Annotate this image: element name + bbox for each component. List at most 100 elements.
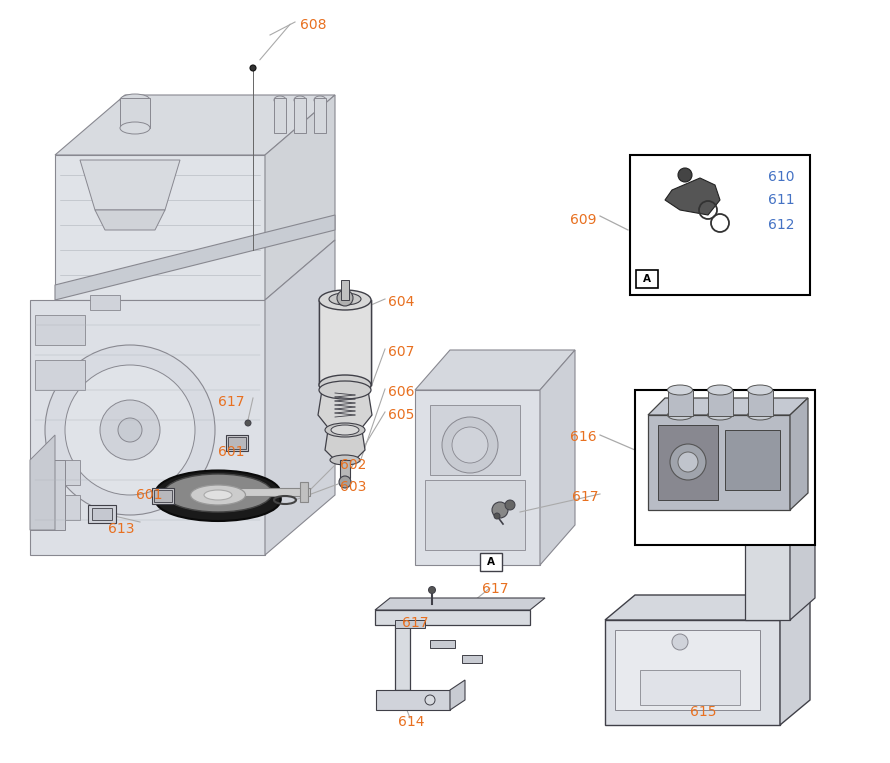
Circle shape bbox=[245, 420, 251, 426]
Polygon shape bbox=[450, 680, 465, 710]
Polygon shape bbox=[648, 398, 808, 415]
Bar bbox=[658, 425, 718, 500]
Text: 617: 617 bbox=[402, 616, 428, 630]
Bar bbox=[300, 482, 308, 502]
Circle shape bbox=[492, 502, 508, 518]
Ellipse shape bbox=[325, 423, 365, 437]
Ellipse shape bbox=[204, 490, 232, 500]
Polygon shape bbox=[265, 240, 335, 555]
Ellipse shape bbox=[748, 385, 773, 395]
Text: A: A bbox=[487, 557, 495, 567]
Text: 611: 611 bbox=[768, 193, 795, 207]
Ellipse shape bbox=[708, 410, 732, 420]
Polygon shape bbox=[155, 493, 281, 521]
Circle shape bbox=[100, 400, 160, 460]
Bar bbox=[35, 315, 85, 345]
Bar bbox=[120, 98, 150, 128]
Text: 610: 610 bbox=[768, 170, 795, 184]
Text: 608: 608 bbox=[300, 18, 327, 32]
Bar bbox=[294, 98, 306, 133]
Ellipse shape bbox=[319, 375, 371, 395]
Circle shape bbox=[505, 500, 515, 510]
Polygon shape bbox=[375, 610, 530, 690]
Ellipse shape bbox=[329, 293, 361, 305]
Ellipse shape bbox=[156, 471, 280, 516]
Polygon shape bbox=[55, 95, 335, 155]
Polygon shape bbox=[605, 620, 780, 725]
Circle shape bbox=[452, 427, 488, 463]
Text: 601: 601 bbox=[136, 488, 163, 502]
Ellipse shape bbox=[668, 385, 692, 395]
Ellipse shape bbox=[120, 122, 150, 134]
Polygon shape bbox=[325, 430, 365, 460]
Circle shape bbox=[678, 452, 698, 472]
Bar bbox=[154, 490, 172, 502]
Ellipse shape bbox=[294, 96, 306, 104]
Polygon shape bbox=[318, 390, 372, 430]
Text: 617: 617 bbox=[482, 582, 508, 596]
Ellipse shape bbox=[274, 96, 286, 104]
Polygon shape bbox=[55, 215, 335, 300]
Polygon shape bbox=[375, 598, 545, 610]
Polygon shape bbox=[605, 595, 810, 620]
Bar bbox=[220, 488, 310, 496]
Bar bbox=[430, 405, 520, 475]
Bar bbox=[430, 640, 455, 648]
Polygon shape bbox=[790, 510, 815, 620]
Polygon shape bbox=[30, 300, 265, 555]
Circle shape bbox=[442, 417, 498, 473]
Ellipse shape bbox=[190, 485, 246, 505]
Ellipse shape bbox=[319, 290, 371, 310]
Text: 612: 612 bbox=[768, 218, 795, 232]
Polygon shape bbox=[665, 178, 720, 215]
Text: 613: 613 bbox=[108, 522, 134, 536]
Polygon shape bbox=[30, 460, 65, 530]
Text: 604: 604 bbox=[388, 295, 415, 309]
Polygon shape bbox=[790, 398, 808, 510]
Polygon shape bbox=[55, 155, 265, 300]
Text: 609: 609 bbox=[570, 213, 596, 227]
Circle shape bbox=[494, 513, 500, 519]
Polygon shape bbox=[745, 510, 815, 530]
Bar bbox=[725, 430, 780, 490]
Polygon shape bbox=[415, 390, 540, 565]
Text: 615: 615 bbox=[690, 705, 716, 719]
Polygon shape bbox=[95, 210, 165, 230]
Text: 602: 602 bbox=[340, 458, 367, 472]
Circle shape bbox=[428, 587, 435, 594]
Circle shape bbox=[65, 365, 195, 495]
Text: 606: 606 bbox=[388, 385, 415, 399]
Polygon shape bbox=[745, 530, 790, 620]
Ellipse shape bbox=[331, 425, 359, 435]
Bar bbox=[152, 488, 174, 504]
Circle shape bbox=[678, 168, 692, 182]
Text: 601: 601 bbox=[218, 445, 245, 459]
Bar bbox=[341, 280, 349, 300]
Polygon shape bbox=[80, 160, 180, 210]
Bar bbox=[425, 480, 525, 550]
Text: 617: 617 bbox=[218, 395, 245, 409]
Ellipse shape bbox=[668, 410, 692, 420]
Bar bbox=[35, 495, 80, 520]
Text: 605: 605 bbox=[388, 408, 415, 422]
Ellipse shape bbox=[164, 474, 272, 512]
Bar bbox=[748, 390, 773, 416]
Bar bbox=[319, 300, 371, 385]
Polygon shape bbox=[265, 95, 335, 300]
Polygon shape bbox=[780, 595, 810, 725]
Bar bbox=[640, 670, 740, 705]
Bar bbox=[630, 155, 810, 295]
Ellipse shape bbox=[120, 94, 150, 106]
Text: 617: 617 bbox=[572, 490, 598, 504]
Circle shape bbox=[45, 345, 215, 515]
Bar bbox=[340, 460, 350, 478]
Polygon shape bbox=[540, 350, 575, 565]
Bar bbox=[228, 437, 246, 449]
Bar bbox=[636, 270, 658, 288]
Ellipse shape bbox=[748, 410, 773, 420]
Bar bbox=[480, 553, 502, 571]
Polygon shape bbox=[415, 350, 575, 390]
Bar bbox=[226, 435, 248, 451]
Bar bbox=[462, 655, 482, 663]
Ellipse shape bbox=[319, 381, 371, 399]
